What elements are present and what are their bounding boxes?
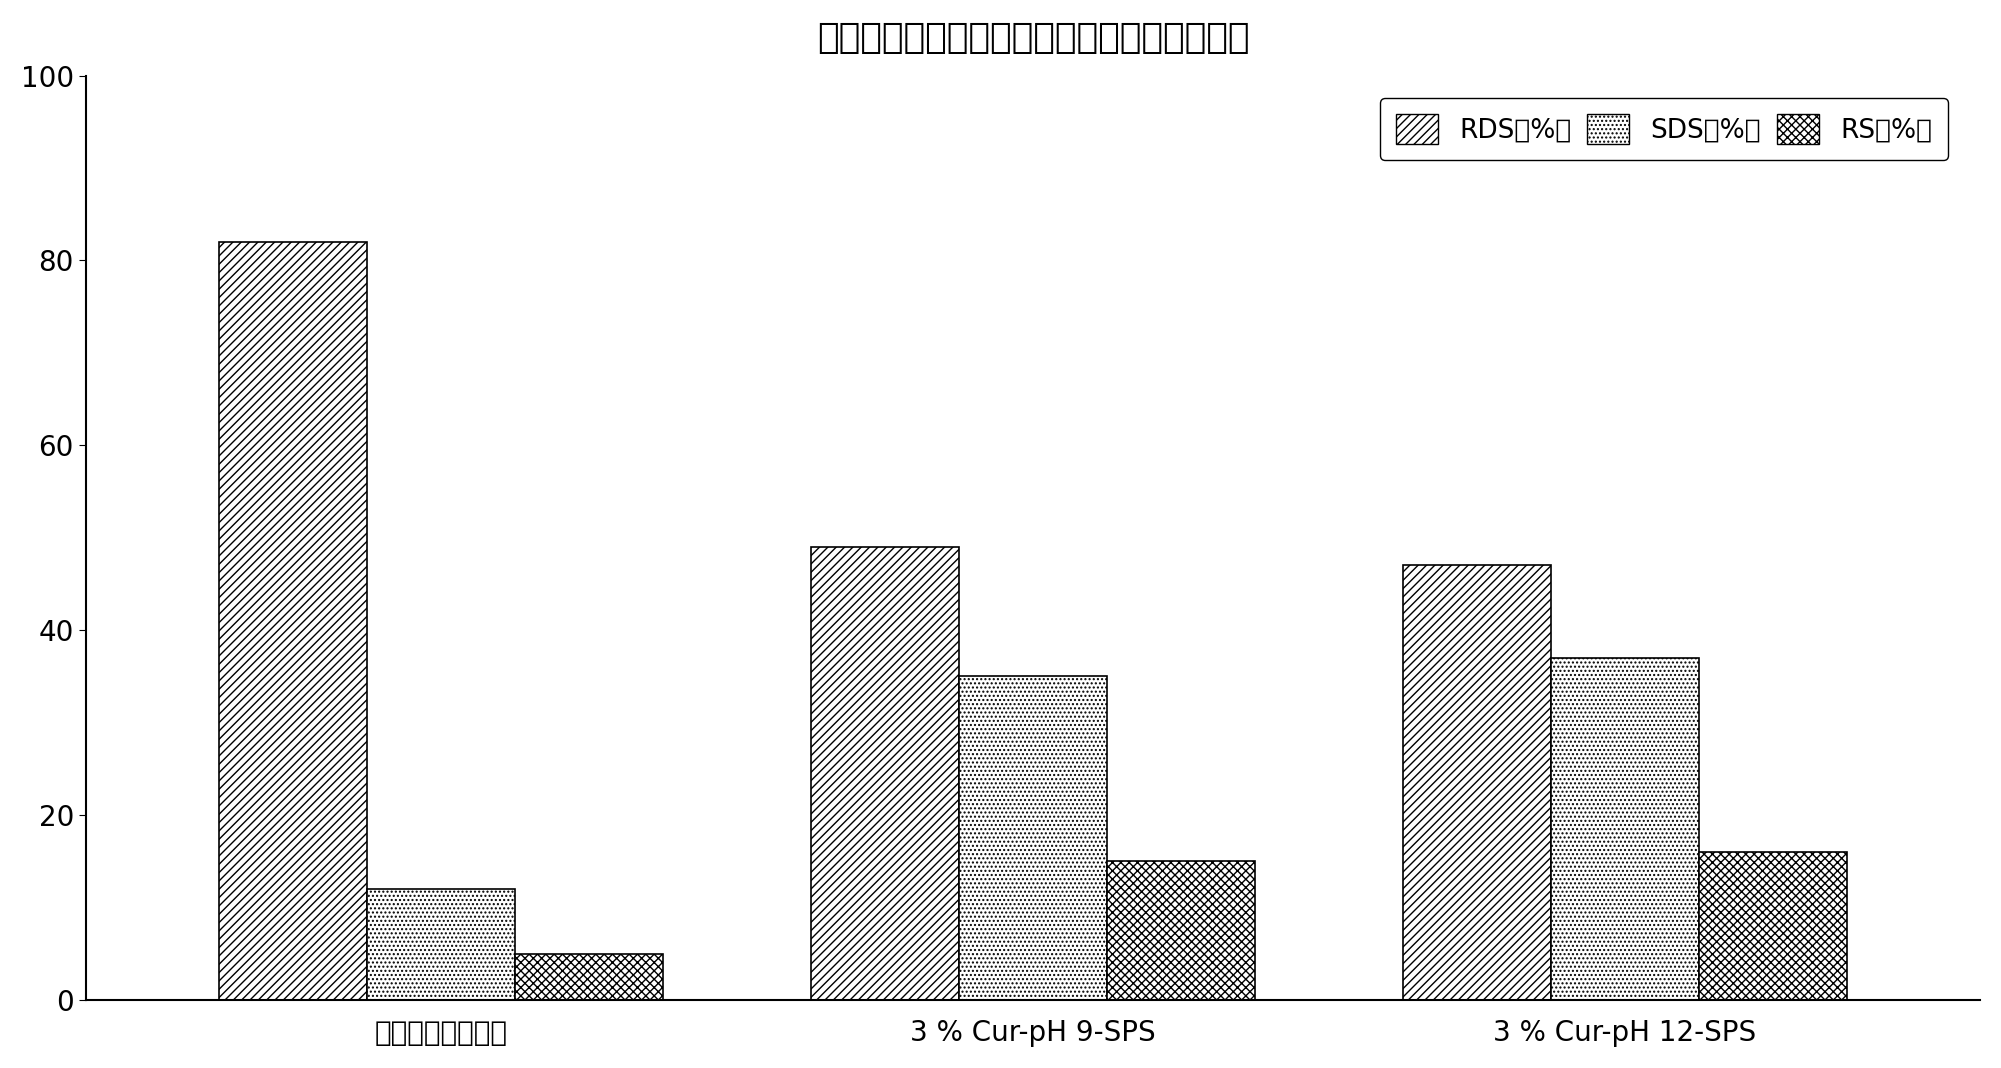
Bar bbox=[1107, 861, 1255, 1000]
Bar bbox=[1699, 852, 1847, 1000]
Bar bbox=[366, 889, 514, 1000]
Bar bbox=[1403, 565, 1551, 1000]
Bar bbox=[958, 676, 1107, 1000]
Bar bbox=[514, 954, 662, 1000]
Bar bbox=[810, 547, 958, 1000]
Legend: RDS（%）, SDS（%）, RS（%）: RDS（%）, SDS（%）, RS（%） bbox=[1381, 98, 1949, 160]
Title: 不同实施例及传统甘薯粉丝中各类型淀粉含量: 不同实施例及传统甘薯粉丝中各类型淀粉含量 bbox=[816, 21, 1249, 54]
Bar bbox=[1551, 658, 1699, 1000]
Bar bbox=[218, 242, 366, 1000]
